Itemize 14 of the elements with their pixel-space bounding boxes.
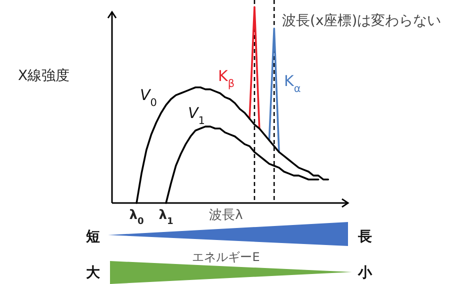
annotation: 波長(x座標)は変わらない: [282, 13, 442, 29]
text: エネルギーE: [192, 250, 260, 264]
text: 大: [86, 265, 101, 281]
y-axis-title: X線強度: [18, 68, 70, 84]
series-label: K$_{β}$: [218, 67, 235, 90]
x-axis-title: 波長λ: [209, 208, 244, 223]
x-tick-label: λ$_{0}$: [129, 208, 144, 227]
text: 小: [357, 265, 373, 281]
x-tick-label: λ$_{1}$: [158, 208, 174, 227]
series-label: K$_{α}$: [284, 72, 301, 95]
text: 長: [357, 229, 372, 245]
series-label: V$_{0}$: [140, 86, 157, 109]
series-label: V$_{1}$: [188, 104, 205, 127]
text: 短: [85, 229, 100, 245]
